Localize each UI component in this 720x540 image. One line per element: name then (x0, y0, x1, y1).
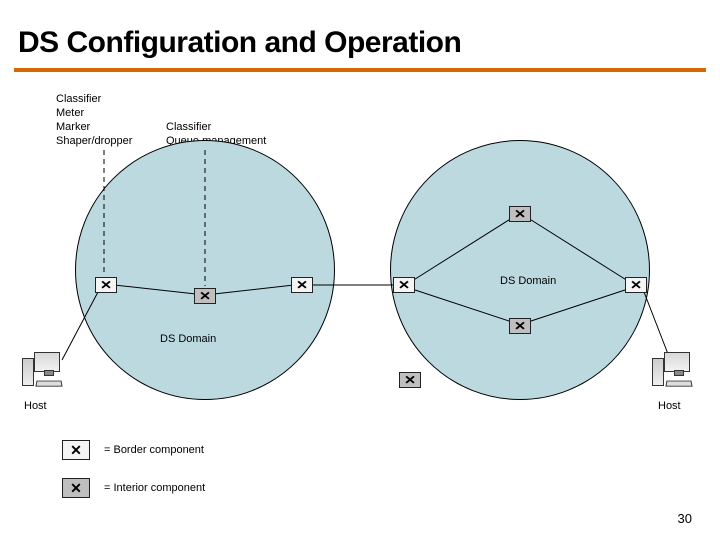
network-node: ✕ (194, 288, 216, 304)
ds-domain-circle (390, 140, 650, 400)
network-node: ✕ (625, 277, 647, 293)
network-node: ✕ (399, 372, 421, 388)
ds-domain-label-left: DS Domain (160, 333, 216, 345)
left-component-labels: Classifier Meter Marker Shaper/dropper (56, 92, 132, 148)
label-classifier2: Classifier (166, 120, 266, 134)
network-node: ✕ (95, 277, 117, 293)
legend-interior-text: = Interior component (104, 482, 205, 494)
host-computer (652, 352, 698, 392)
legend-border-icon: ✕ (62, 440, 90, 460)
ds-domain-label-right: DS Domain (500, 275, 556, 287)
network-node: ✕ (291, 277, 313, 293)
host-label-left: Host (24, 400, 47, 412)
legend-interior-icon: ✕ (62, 478, 90, 498)
page-number: 30 (678, 511, 692, 526)
legend-border-text: = Border component (104, 444, 204, 456)
label-shaper-dropper: Shaper/dropper (56, 134, 132, 148)
ds-domain-circle (75, 140, 335, 400)
label-meter: Meter (56, 106, 132, 120)
network-node: ✕ (509, 206, 531, 222)
network-node: ✕ (509, 318, 531, 334)
network-node: ✕ (393, 277, 415, 293)
slide-title: DS Configuration and Operation (18, 26, 461, 60)
title-underline (14, 68, 706, 72)
label-marker: Marker (56, 120, 132, 134)
host-computer (22, 352, 68, 392)
label-classifier: Classifier (56, 92, 132, 106)
host-label-right: Host (658, 400, 681, 412)
